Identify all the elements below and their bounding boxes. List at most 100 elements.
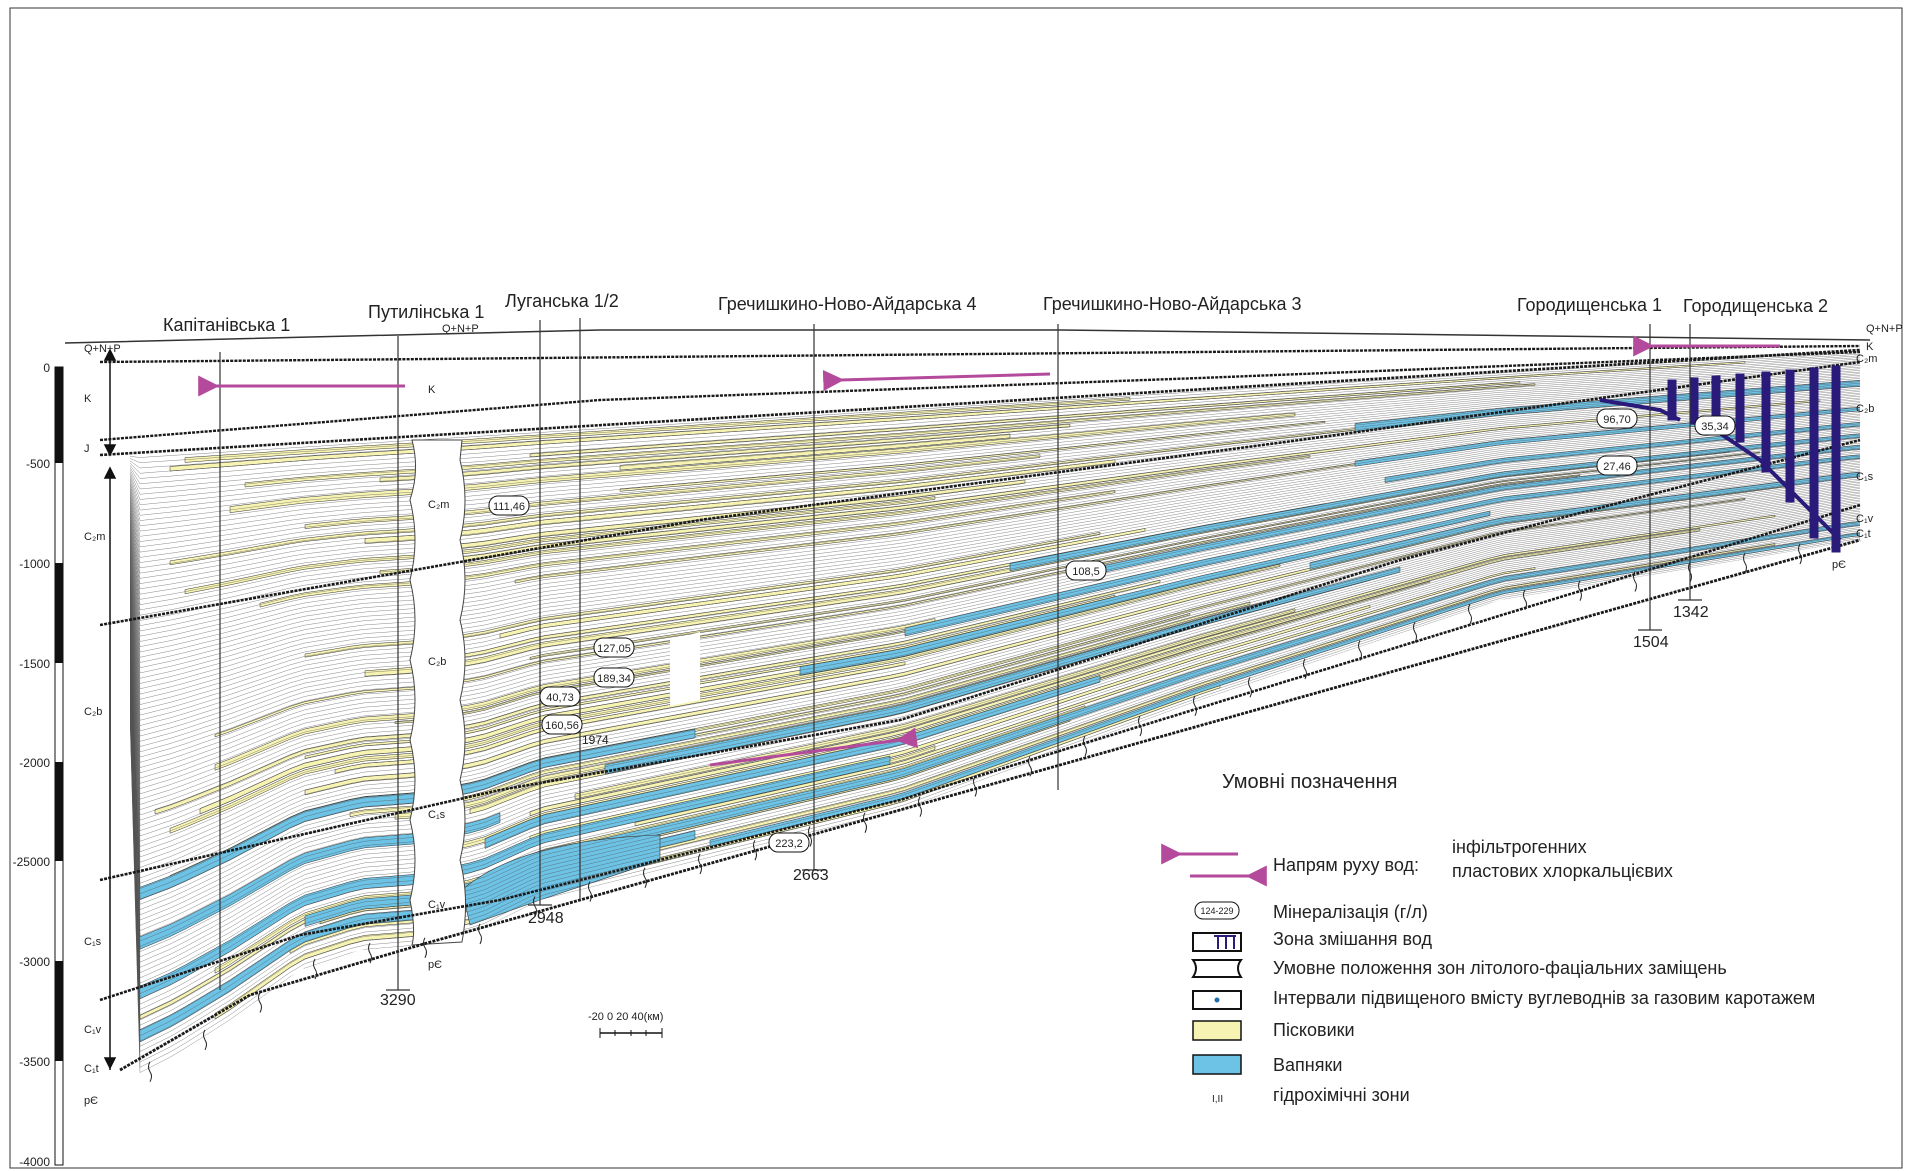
mineral-bubble: 160,56 [541,714,583,735]
mineral-value: 35,34 [1701,421,1729,433]
legend-mineral: 124-229 Мінералізація (г/л) [1194,901,1428,922]
scale-block [55,961,63,1061]
strat-label: C₂b [84,706,102,718]
well-depth: 1342 [1673,604,1709,621]
well-depth: 2948 [528,910,564,927]
depth-scale: 0 -500 -1000 -1500 -2000 -25000 -3000 -3500 -400… [13,361,64,1169]
legend-hydro: І,ІІ гідрохімічні зони [1212,1085,1410,1105]
mineral-value: 27,46 [1603,461,1631,473]
well-grech3: Гречишкино-Ново-Айдарська 3 [1043,294,1302,790]
strat-label: Q+N+P [442,323,479,335]
well-name: Путилінська 1 [368,302,484,322]
mineral-value: 111,46 [493,501,525,513]
legend-limestone-label: Вапняки [1273,1055,1342,1075]
legend-facies: Умовне положення зон літолого-фаціальних… [1191,958,1727,978]
depth-tick-label: -1500 [19,657,50,671]
well-name: Городищенська 1 [1517,295,1662,315]
strat-label: K [1866,341,1874,353]
well-depth: 3290 [380,992,416,1009]
strat-label: K [428,384,436,396]
mineral-bubble: 127,05 [593,637,635,658]
ground-surface [64,329,1871,344]
legend-water-prefix: Напрям руху вод: [1273,855,1419,875]
mineral-bubble: 27,46 [1596,455,1638,476]
strat-label: pЄ [84,1095,98,1107]
depth-tick-label: -25000 [13,855,51,869]
well-put: Путилінська 1 3290 [368,302,484,1009]
legend-hydro-sample: І,ІІ [1212,1094,1223,1105]
legend-water-inf: інфільтрогенних [1452,837,1587,857]
mineral-bubble: 111,46 [488,495,530,516]
strat-label: C₁t [84,1063,99,1075]
arrow-infiltration-2 [822,369,1051,391]
depth-tick-label: 0 [43,361,50,375]
legend-mixing: Зона змішання вод [1192,929,1433,952]
strat-label: C₂m [1856,353,1877,365]
legend-mixing-label: Зона змішання вод [1273,929,1433,949]
strat-label: J [84,443,90,455]
scale-block [55,762,63,861]
well-grech4: Гречишкино-Ново-Айдарська 4 2663 [718,294,977,884]
wells: Капітанівська 1 Путилінська 1 3290 Луганськ… [163,291,1828,1009]
legend-facies-label: Умовне положення зон літолого-фаціальних… [1273,958,1727,978]
strat-label: C₁v [84,1024,102,1036]
facies-gap-putilinska [409,439,467,946]
strat-bar [103,348,117,1070]
strat-label: C₂m [84,531,105,543]
legend-mineral-sample: 124-229 [1200,906,1233,916]
strat-labels: Q+N+PKJC₂mC₂bC₁sC₁vC₁tpЄQ+N+PKC₂mC₂bC₁sC… [84,323,1903,1107]
legend-sandstone: Пісковики [1192,1020,1355,1041]
strat-label: C₂m [428,499,449,511]
strat-label: C₁s [428,809,446,821]
legend-gas-label: Інтервали підвищеного вмісту вуглеводнів… [1273,988,1815,1008]
well-depth: 2663 [793,867,829,884]
well-name: Гречишкино-Ново-Айдарська 4 [718,294,977,314]
strat-label: C₁v [1856,513,1874,525]
well-kap: Капітанівська 1 [163,315,290,990]
legend-water: Напрям руху вод: інфільтрогенних пластов… [1161,837,1673,887]
mineral-bubble: 35,34 [1694,415,1736,436]
depth-tick-label: -1000 [19,557,50,571]
mineral-bubble: 108,5 [1065,560,1107,581]
well-name: Городищенська 2 [1683,296,1828,316]
strat-label: C₂b [428,656,446,668]
legend-limestone: Вапняки [1192,1054,1342,1075]
legend-sandstone-label: Пісковики [1273,1020,1355,1040]
strat-label: C₁s [1856,471,1874,483]
depth-tick-label: -500 [26,457,50,471]
legend: Умовні позначення Напрям руху вод: інфіл… [1161,771,1815,1105]
mineralization-labels: 111,46 127,05 189,34 40,73 160,56 108,5 223,2 9… [488,408,1736,853]
strat-label: C₁t [1856,528,1871,540]
mineral-bubble: 189,34 [593,667,635,688]
mineral-bubble: 96,70 [1596,408,1638,429]
depth-tick-label: -2000 [19,756,50,770]
strat-label: K [84,393,92,405]
scale-bar-label: -20 0 20 40(км) [588,1011,663,1023]
extra-label: 1974 [582,733,609,747]
mineral-value: 96,70 [1603,414,1631,426]
depth-tick-label: -4000 [19,1155,50,1169]
well-lug: Луганська 1/2 2948 [505,291,619,927]
arrow-brine [709,727,919,767]
mineral-value: 127,05 [597,643,631,655]
stratigraphic-boundaries [99,344,1861,1083]
legend-title: Умовні позначення [1222,771,1397,793]
strat-label: C₁v [428,899,446,911]
scale-block [55,367,63,463]
strat-label: C₁s [84,936,102,948]
well-name: Гречишкино-Ново-Айдарська 3 [1043,294,1302,314]
well-gor2: Городищенська 2 1342 [1673,296,1828,621]
mineral-value: 108,5 [1072,566,1100,578]
strat-label: pЄ [428,959,442,971]
legend-gas: Інтервали підвищеного вмісту вуглеводнів… [1192,988,1815,1010]
strat-label: C₂b [1856,403,1874,415]
strat-label: Q+N+P [84,343,121,355]
frame [9,7,1903,1169]
legend-mineral-label: Мінералізація (г/л) [1273,902,1428,922]
water-arrows [198,335,1780,767]
strat-label: pЄ [1832,559,1846,571]
strat-label: Q+N+P [1866,323,1903,335]
mineral-bubble: 40,73 [539,686,581,707]
